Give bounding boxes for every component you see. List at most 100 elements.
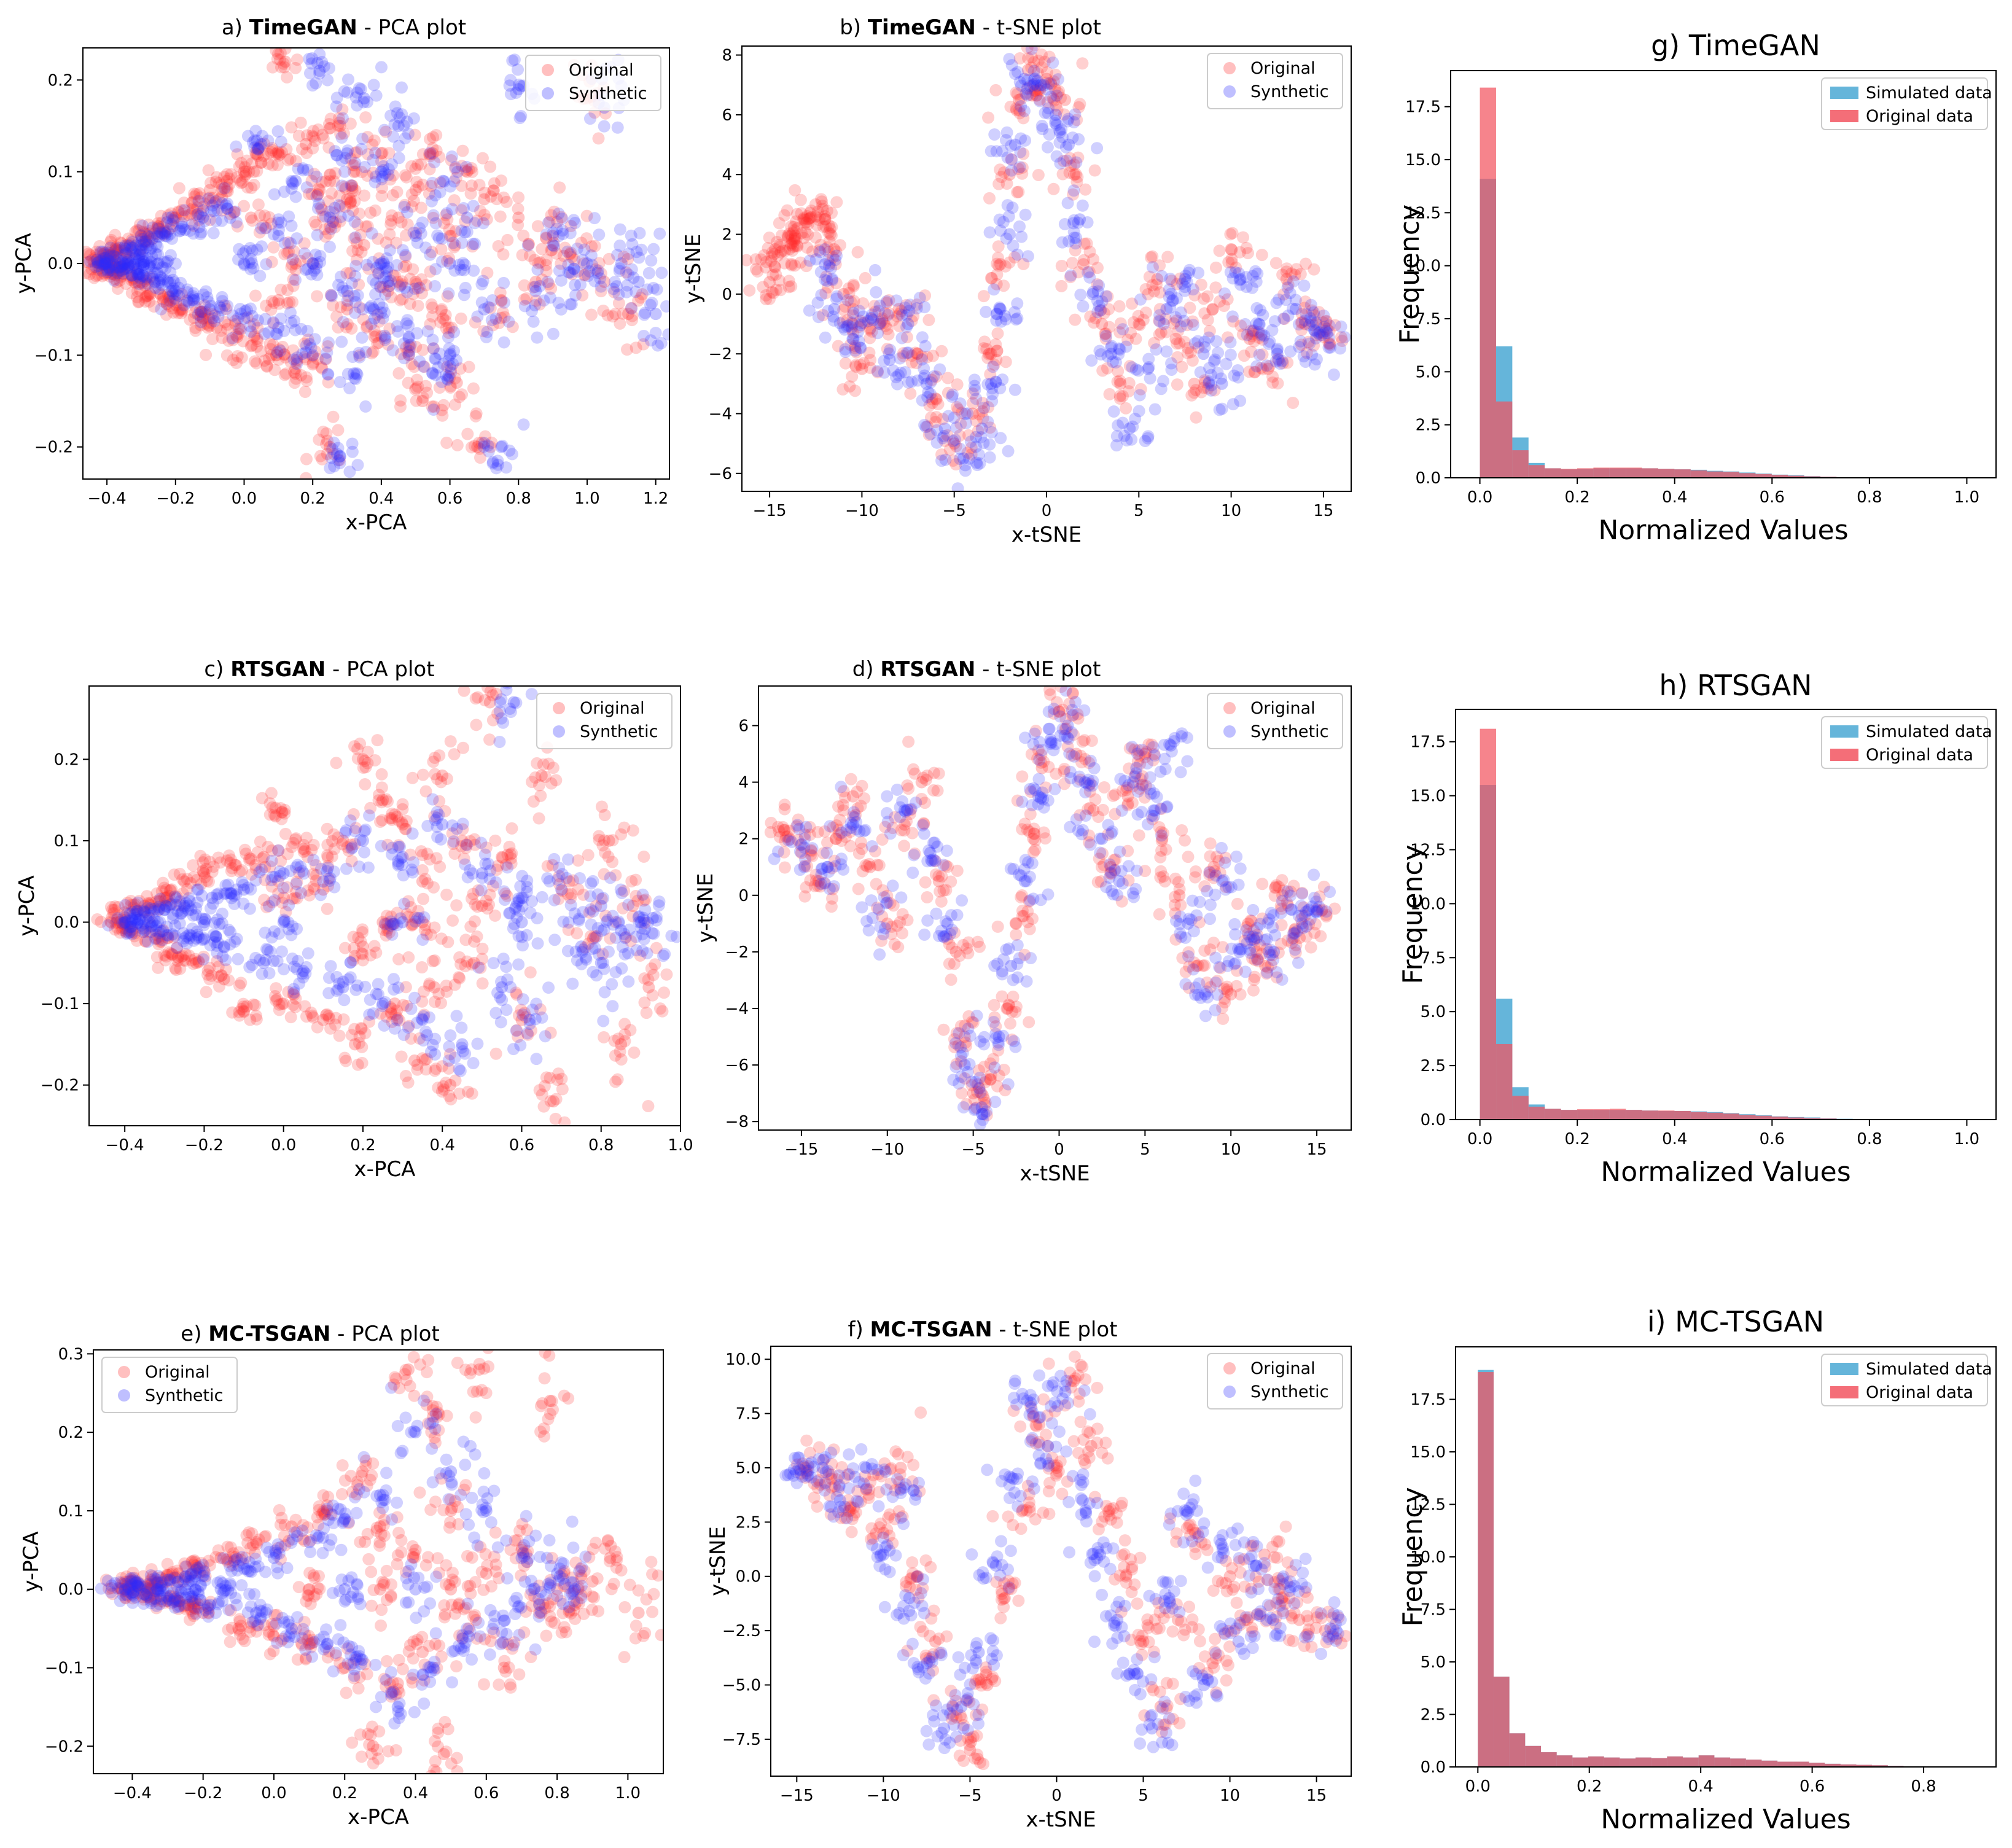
scatter-point: [267, 316, 279, 329]
scatter-point: [104, 249, 117, 262]
scatter-point: [924, 846, 937, 859]
scatter-point: [882, 328, 895, 341]
scatter-point: [135, 233, 148, 246]
scatter-point: [201, 968, 214, 981]
scatter-point: [602, 851, 615, 864]
scatter-point: [314, 201, 327, 214]
scatter-point: [994, 382, 1007, 395]
scatter-point: [106, 264, 119, 277]
scatter-point: [136, 238, 149, 251]
scatter-point: [255, 792, 268, 805]
scatter-point: [84, 249, 96, 262]
scatter-point: [133, 260, 146, 273]
scatter-point: [1141, 432, 1154, 445]
scatter-point: [434, 316, 447, 329]
scatter-point: [288, 376, 301, 389]
scatter-point: [122, 254, 135, 267]
scatter-point: [1013, 161, 1026, 174]
scatter-point: [510, 696, 523, 709]
scatter-point: [742, 254, 753, 267]
scatter-point: [152, 961, 165, 974]
scatter-point: [448, 194, 461, 207]
scatter-point: [457, 741, 470, 754]
scatter-point: [424, 148, 437, 161]
scatter-point: [277, 57, 290, 70]
scatter-point: [798, 828, 811, 841]
scatter-point: [618, 1018, 631, 1031]
scatter-point: [279, 827, 292, 840]
scatter-point: [902, 376, 915, 389]
scatter-point: [1042, 107, 1055, 120]
scatter-point: [332, 983, 345, 996]
scatter-point: [454, 362, 467, 375]
scatter-point: [387, 169, 400, 182]
scatter-point: [260, 359, 273, 372]
scatter-point: [444, 360, 457, 373]
scatter-point: [524, 906, 537, 919]
scatter-point: [1066, 709, 1079, 722]
scatter-point: [177, 935, 190, 948]
scatter-point: [547, 227, 560, 240]
scatter-point: [327, 828, 340, 841]
scatter-point: [1091, 306, 1104, 319]
scatter-point: [639, 893, 652, 906]
scatter-point: [152, 894, 165, 907]
scatter-point: [1226, 398, 1239, 411]
scatter-point: [500, 195, 513, 208]
scatter-point: [353, 301, 366, 314]
scatter-point: [877, 317, 890, 330]
scatter-point: [1120, 784, 1133, 797]
scatter-point: [426, 302, 439, 314]
scatter-point: [341, 147, 354, 160]
scatter-point: [226, 1006, 239, 1019]
scatter-point: [330, 92, 343, 104]
scatter-point: [431, 806, 443, 819]
scatter-point: [1252, 318, 1265, 330]
scatter-point: [475, 884, 488, 897]
scatter-point: [409, 230, 422, 243]
scatter-point: [1083, 801, 1096, 814]
scatter-point: [488, 177, 501, 190]
scatter-point: [128, 927, 141, 940]
scatter-point: [449, 239, 462, 252]
scatter-point: [221, 300, 234, 313]
plot-area: [1480, 87, 1885, 478]
scatter-point: [271, 993, 284, 1006]
scatter-point: [284, 306, 297, 319]
scatter-point: [883, 294, 895, 306]
scatter-point: [1123, 762, 1136, 775]
scatter-point: [241, 181, 254, 194]
scatter-point: [287, 279, 300, 292]
scatter-point: [1284, 287, 1296, 300]
scatter-point: [411, 1058, 424, 1071]
scatter-point: [467, 887, 480, 900]
scatter-point: [1290, 939, 1303, 952]
scatter-point: [310, 77, 322, 90]
scatter-point: [137, 225, 150, 238]
scatter-point: [517, 993, 529, 1006]
scatter-point: [189, 953, 202, 965]
scatter-point: [160, 920, 173, 933]
scatter-point: [489, 876, 502, 889]
scatter-point: [312, 123, 325, 136]
scatter-point: [842, 282, 855, 295]
scatter-point: [154, 270, 166, 283]
scatter-point: [246, 310, 259, 322]
scatter-point: [193, 187, 206, 200]
scatter-point: [774, 284, 787, 297]
scatter-point: [843, 380, 856, 393]
scatter-point: [246, 214, 259, 227]
scatter-point: [121, 247, 134, 260]
scatter-point: [244, 852, 257, 865]
scatter-point: [1151, 273, 1164, 286]
scatter-point: [636, 888, 649, 901]
scatter-point: [428, 810, 441, 823]
scatter-point: [410, 176, 423, 189]
scatter-point: [1213, 244, 1226, 257]
scatter-point: [854, 358, 867, 371]
scatter-point: [101, 253, 114, 266]
scatter-point: [587, 965, 599, 978]
scatter-point: [929, 854, 942, 867]
scatter-point: [778, 209, 791, 222]
scatter-point: [921, 351, 934, 364]
